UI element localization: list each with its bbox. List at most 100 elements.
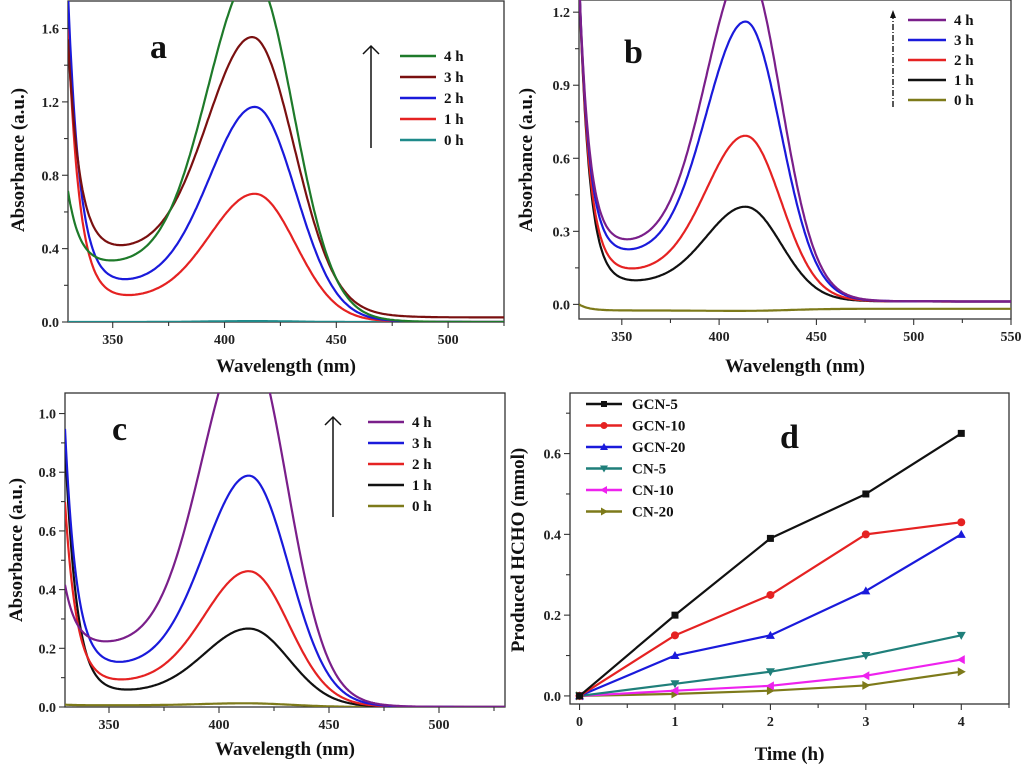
legend-label: CN-5	[632, 462, 666, 478]
y-tick-label: 0.6	[544, 448, 562, 463]
data-point	[956, 529, 966, 538]
x-axis-title: Wavelength (nm)	[216, 356, 356, 377]
legend-label: 2 h	[954, 53, 974, 69]
y-tick-label: 0.0	[544, 690, 562, 705]
data-point	[862, 680, 871, 690]
series-line-4h	[65, 393, 505, 707]
legend-label: GCN-10	[632, 419, 685, 435]
data-point	[576, 692, 584, 700]
series-line-0h	[65, 702, 505, 707]
y-tick-label: 0.4	[39, 584, 57, 599]
plot-area	[68, 1, 504, 322]
x-tick-label: 4	[958, 715, 965, 730]
y-axis-title: Absorbance (a.u.)	[8, 88, 29, 232]
x-tick-label: 500	[438, 333, 459, 348]
data-point	[862, 490, 870, 498]
data-point	[766, 686, 775, 696]
legend-label: 3 h	[412, 436, 432, 452]
data-point	[670, 651, 680, 660]
data-point	[766, 534, 774, 542]
legend-label: 3 h	[954, 33, 974, 49]
y-tick-label: 1.6	[42, 23, 60, 38]
y-tick-label: 0.9	[553, 79, 571, 94]
data-point	[670, 680, 680, 689]
legend-label: 3 h	[444, 70, 464, 86]
y-axis-title: Absorbance (a.u.)	[516, 88, 537, 232]
data-point	[671, 611, 679, 619]
x-tick-label: 450	[806, 330, 827, 345]
y-tick-label: 0.0	[42, 316, 60, 331]
y-tick-label: 1.2	[553, 6, 571, 21]
legend-marker	[600, 443, 608, 450]
data-point	[670, 686, 679, 696]
series-line-4h	[579, 0, 1011, 303]
legend-label: 0 h	[412, 499, 432, 515]
y-tick-label: 0.4	[42, 243, 60, 258]
x-tick-label: 350	[611, 330, 632, 345]
series-line-2h	[68, 1, 504, 322]
x-tick-label: 400	[209, 718, 230, 733]
x-tick-label: 500	[429, 718, 450, 733]
legend-label: 1 h	[444, 112, 464, 128]
arrow-head-icon	[890, 10, 896, 18]
x-tick-label: 400	[214, 333, 235, 348]
panel-b: 350 400 450 500 550 0.0 0.3 0.6 0.9 1.2 Wavelength…	[516, 0, 1022, 377]
x-tick-label: 450	[319, 718, 340, 733]
data-point	[765, 630, 775, 639]
data-point	[765, 681, 774, 691]
y-tick-label: 0.0	[39, 701, 57, 716]
series-line-0h	[68, 320, 504, 322]
legend-label: 1 h	[954, 73, 974, 89]
y-tick-label: 1.2	[42, 96, 60, 111]
x-tick-label: 350	[99, 718, 120, 733]
data-point	[957, 429, 965, 437]
legend-label: 1 h	[412, 478, 432, 494]
legend-label: CN-20	[632, 505, 674, 521]
legend-marker	[600, 486, 607, 494]
data-point	[957, 667, 966, 677]
legend-label: 0 h	[444, 133, 464, 149]
plot-frame	[569, 392, 1010, 705]
x-tick-label: 550	[1001, 330, 1022, 345]
legend-label: 0 h	[954, 93, 974, 109]
legend-marker	[600, 422, 608, 429]
plot-frame	[578, 0, 1012, 320]
y-tick-label: 0.0	[553, 298, 571, 313]
y-tick-label: 1.0	[39, 408, 57, 423]
plot-area	[65, 393, 505, 707]
legend-label: 2 h	[444, 91, 464, 107]
x-tick-label: 1	[671, 715, 678, 730]
legend: 4 h 3 h 2 h 1 h 0 h	[890, 10, 974, 109]
panel-letter: c	[112, 411, 127, 448]
series-line-2h	[65, 501, 505, 707]
legend-label: GCN-5	[632, 397, 678, 413]
legend-label: 4 h	[444, 49, 464, 65]
y-tick-label: 0.8	[42, 169, 60, 184]
series-line-3h	[68, 36, 504, 319]
legend-marker	[601, 507, 608, 516]
panel-a: 350 400 450 500 0.0 0.4 0.8 1.2 1.6 Wavelength (n…	[8, 0, 505, 377]
x-tick-label: 350	[102, 333, 123, 348]
y-axis-title: Absorbance (a.u.)	[6, 478, 27, 622]
x-tick-label: 0	[576, 715, 583, 730]
plot-area	[575, 429, 966, 701]
data-point	[861, 586, 871, 595]
legend-label: 2 h	[412, 457, 432, 473]
y-tick-label: 0.4	[544, 528, 562, 543]
x-tick-label: 450	[326, 333, 347, 348]
y-tick-label: 0.6	[553, 152, 571, 167]
plot-frame	[64, 392, 506, 708]
data-point	[956, 655, 965, 665]
legend-label: GCN-20	[632, 440, 685, 456]
x-axis-title: Wavelength (nm)	[215, 739, 355, 760]
y-tick-label: 0.2	[544, 609, 562, 624]
legend: GCN-5 GCN-10 GCN-20 CN-5 CN-10 CN-20	[586, 397, 685, 521]
panel-letter: b	[624, 34, 643, 71]
x-tick-label: 2	[767, 715, 774, 730]
y-axis-title: Produced HCHO (mmol)	[508, 448, 529, 652]
arrow-head-icon	[324, 415, 342, 426]
data-point	[766, 590, 775, 599]
data-point	[861, 530, 870, 539]
data-point	[956, 631, 966, 640]
